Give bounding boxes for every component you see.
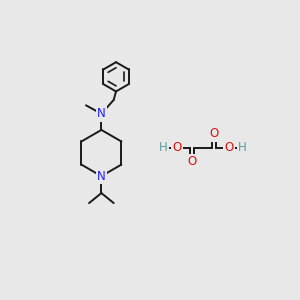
Text: H: H <box>238 141 247 154</box>
Text: N: N <box>97 107 106 120</box>
Text: O: O <box>188 155 197 168</box>
Text: O: O <box>209 127 218 140</box>
Text: H: H <box>159 141 167 154</box>
Text: O: O <box>225 141 234 154</box>
Text: O: O <box>172 141 182 154</box>
Text: N: N <box>97 169 106 183</box>
